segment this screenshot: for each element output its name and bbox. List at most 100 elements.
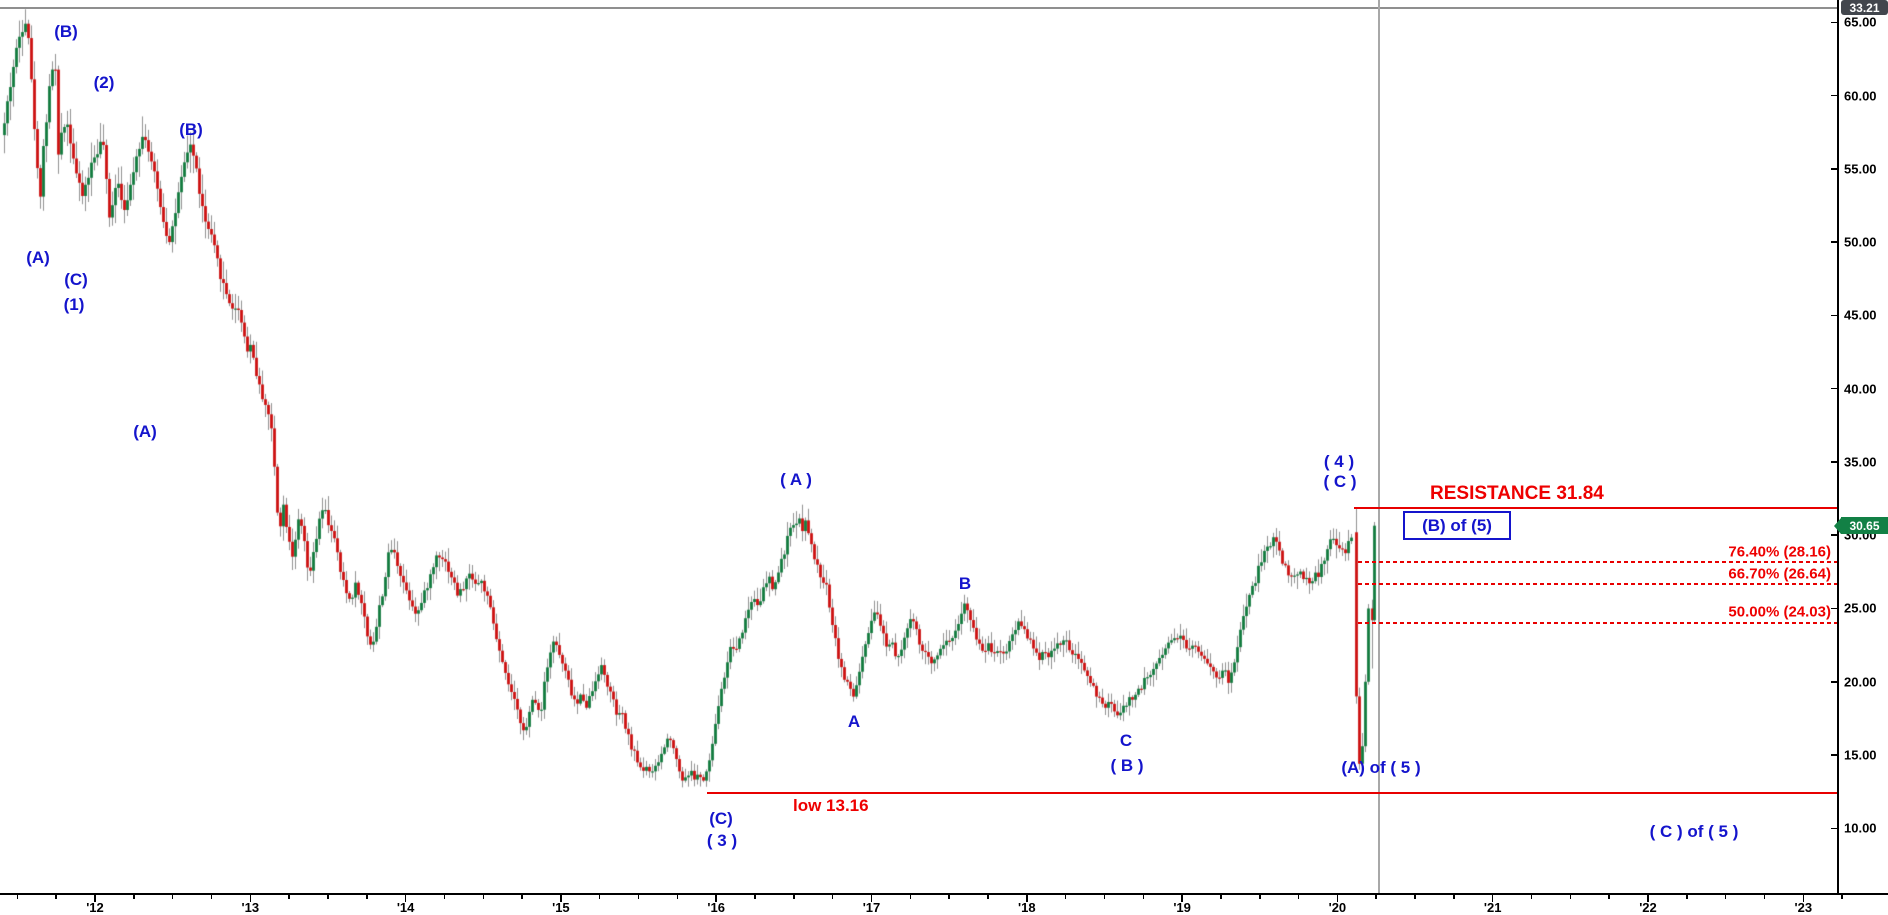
time-axis-major-tick xyxy=(1026,895,1028,902)
time-axis-major-tick xyxy=(560,895,562,902)
price-axis-line xyxy=(1837,0,1839,893)
time-axis-minor-tick xyxy=(831,895,834,899)
cursor-price-value: 33.21 xyxy=(1849,0,1880,15)
time-axis-major-tick xyxy=(1491,895,1494,902)
wave-label[interactable]: (B) xyxy=(179,120,203,139)
time-axis-label: '16 xyxy=(707,900,725,915)
wave-label[interactable]: B xyxy=(958,574,972,593)
time-axis-minor-tick xyxy=(1841,895,1843,899)
time-axis-label: '22 xyxy=(1639,900,1657,915)
wave-label[interactable]: (C) xyxy=(709,809,733,828)
time-axis-major-tick xyxy=(249,895,252,902)
candlestick-canvas[interactable] xyxy=(0,0,1838,893)
wave-label[interactable]: C xyxy=(1119,731,1133,750)
time-axis-minor-tick xyxy=(948,895,950,899)
time-axis-label: '20 xyxy=(1328,900,1347,915)
time-axis-minor-tick xyxy=(1142,895,1145,899)
time-axis-minor-tick xyxy=(327,895,329,899)
time-axis-minor-tick xyxy=(1569,895,1572,899)
time-axis-minor-tick xyxy=(366,895,368,899)
time-axis-minor-tick xyxy=(1064,895,1067,899)
time-axis-label: '19 xyxy=(1173,900,1191,915)
price-axis-tick xyxy=(1831,754,1837,756)
wave-label[interactable]: ( C ) xyxy=(1323,472,1357,491)
low-support-line[interactable] xyxy=(707,792,1837,794)
wave-label[interactable]: ( 3 ) xyxy=(706,831,738,850)
time-axis-minor-tick xyxy=(1453,895,1455,899)
price-axis-tick xyxy=(1831,681,1837,683)
last-price-badge: 30.65 xyxy=(1834,517,1888,535)
wave-label[interactable]: (B) xyxy=(54,22,78,41)
wave-label[interactable]: ( C ) of ( 5 ) xyxy=(1649,822,1739,841)
time-axis-minor-tick xyxy=(171,895,174,899)
wave-label[interactable]: (1) xyxy=(63,295,85,314)
fib-level-label[interactable]: 66.70% (26.64) xyxy=(1728,565,1831,583)
time-axis-minor-tick xyxy=(793,895,795,899)
time-axis-label: '21 xyxy=(1483,900,1502,915)
time-axis-minor-tick xyxy=(133,895,135,899)
price-axis-label: 35.00 xyxy=(1844,454,1877,470)
wave-label[interactable]: (A) xyxy=(133,422,157,441)
fib-level-line[interactable] xyxy=(1358,621,1837,624)
fib-level-label[interactable]: 50.00% (24.03) xyxy=(1728,603,1831,621)
price-axis-tick xyxy=(1831,241,1837,243)
time-axis-minor-tick xyxy=(1724,895,1727,899)
time-axis-minor-tick xyxy=(443,895,446,899)
wave-label[interactable]: A xyxy=(847,712,861,731)
price-axis-tick xyxy=(1831,534,1837,536)
price-axis-label: 10.00 xyxy=(1844,820,1877,836)
wave-label[interactable]: ( 4 ) xyxy=(1323,452,1355,471)
time-axis-minor-tick xyxy=(1608,895,1610,899)
price-axis-label: 25.00 xyxy=(1844,600,1877,616)
time-axis-label: '14 xyxy=(396,900,415,915)
time-axis-label: '13 xyxy=(241,900,260,915)
breakout-wave-box[interactable]: (B) of (5) xyxy=(1403,511,1511,540)
time-axis-minor-tick xyxy=(1763,895,1766,899)
time-axis-major-tick xyxy=(1336,895,1339,902)
wave-label[interactable]: (2) xyxy=(93,73,115,92)
time-axis-minor-tick xyxy=(754,895,756,899)
time-axis-minor-tick xyxy=(521,895,523,899)
fib-level-line[interactable] xyxy=(1358,561,1837,564)
fib-level-line[interactable] xyxy=(1358,583,1837,586)
wave-label[interactable]: (A) xyxy=(26,248,50,267)
time-axis-label: '12 xyxy=(86,900,104,915)
wave-label[interactable]: (C) xyxy=(64,270,88,289)
wave-label[interactable]: ( A ) xyxy=(780,470,812,489)
cursor-price-badge: 33.21 xyxy=(1841,0,1888,15)
time-axis-minor-tick xyxy=(1259,895,1261,899)
time-axis-major-tick xyxy=(715,895,717,902)
time-axis-label: '18 xyxy=(1018,900,1036,915)
price-axis-tick xyxy=(1831,168,1837,170)
price-axis-tick xyxy=(1831,607,1837,610)
wave-label[interactable]: ( B ) xyxy=(1110,756,1144,775)
time-axis-minor-tick xyxy=(1220,895,1222,899)
time-axis-minor-tick xyxy=(676,895,679,899)
price-axis-tick xyxy=(1831,94,1837,97)
price-axis-label: 65.00 xyxy=(1844,14,1877,30)
time-axis-minor-tick xyxy=(909,895,912,899)
crosshair-vertical-line[interactable] xyxy=(1378,0,1380,893)
last-price-value: 30.65 xyxy=(1849,518,1880,533)
price-axis-tick xyxy=(1831,461,1837,463)
time-axis-minor-tick xyxy=(55,895,57,899)
price-axis-tick xyxy=(1831,387,1837,390)
wave-label[interactable]: (A) of ( 5 ) xyxy=(1341,758,1421,777)
time-axis-line xyxy=(0,893,1888,895)
resistance-label[interactable]: RESISTANCE 31.84 xyxy=(1430,483,1604,504)
time-axis-minor-tick xyxy=(1686,895,1688,899)
price-axis-label: 45.00 xyxy=(1844,307,1877,323)
price-axis-label: 55.00 xyxy=(1844,161,1877,177)
low-label[interactable]: low 13.16 xyxy=(793,796,869,815)
time-axis-minor-tick xyxy=(1103,895,1106,899)
price-axis-label: 20.00 xyxy=(1844,674,1877,690)
resistance-line[interactable] xyxy=(1354,507,1837,510)
time-axis-minor-tick xyxy=(1297,895,1300,899)
time-axis-major-tick xyxy=(1181,895,1183,902)
time-axis-minor-tick xyxy=(1375,895,1377,899)
price-axis-label: 60.00 xyxy=(1844,88,1877,104)
top-horizontal-line[interactable] xyxy=(0,7,1838,9)
price-axis-tick xyxy=(1831,314,1837,317)
fib-level-label[interactable]: 76.40% (28.16) xyxy=(1728,543,1831,561)
